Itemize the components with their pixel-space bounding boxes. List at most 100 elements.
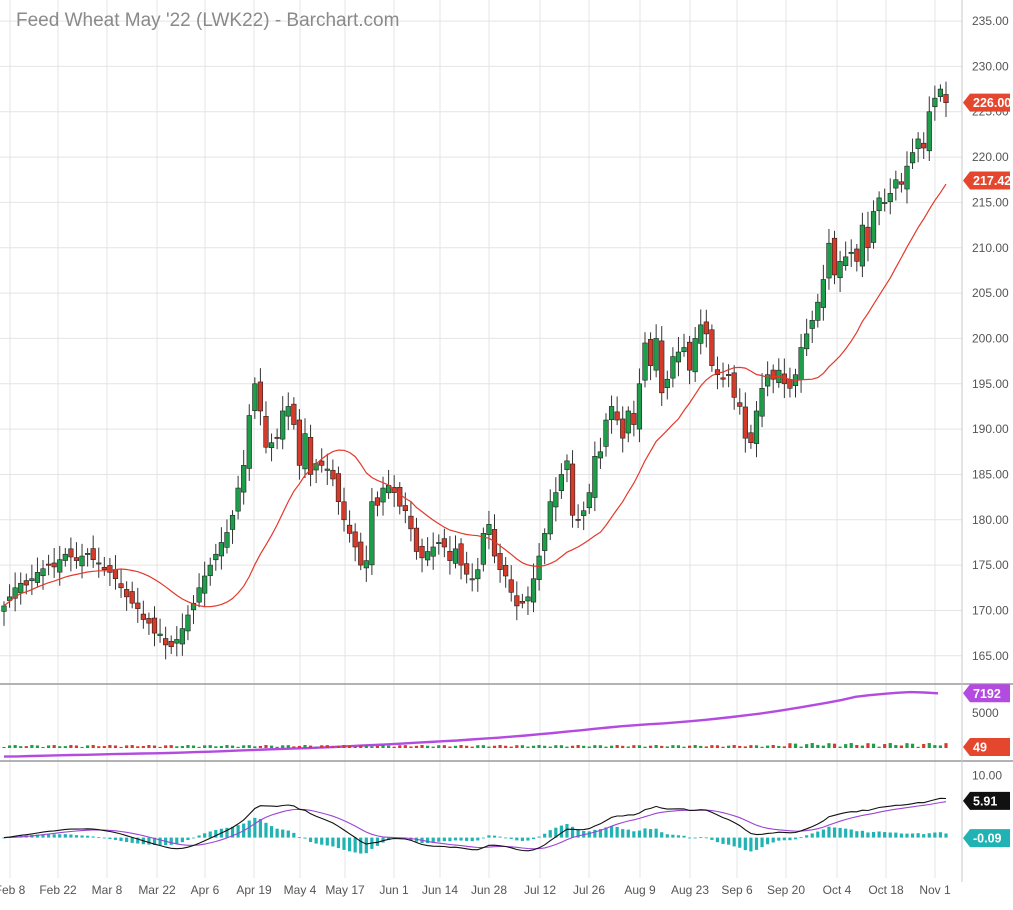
volume-bar xyxy=(481,745,485,748)
volume-bar xyxy=(810,743,814,748)
open-interest-tag-shape xyxy=(963,684,1010,703)
volume-bar xyxy=(732,745,736,748)
candle-body xyxy=(146,618,152,624)
volume-bar xyxy=(86,745,90,748)
candle-body xyxy=(335,473,342,502)
volume-bar xyxy=(492,745,497,748)
candle-body xyxy=(909,152,916,164)
candle-body xyxy=(486,524,492,536)
candle-body xyxy=(441,538,447,548)
candle-body xyxy=(241,465,247,493)
histogram-bar xyxy=(375,837,380,846)
histogram-bar xyxy=(308,837,313,842)
candle-body xyxy=(547,501,553,535)
histogram-bar xyxy=(922,834,926,838)
volume-bar xyxy=(927,743,931,748)
volume-bar xyxy=(509,746,513,748)
volume-bar xyxy=(565,746,569,748)
candle-body xyxy=(447,550,453,561)
candle-body xyxy=(352,531,358,548)
volume-bar xyxy=(933,745,937,748)
candle-body xyxy=(647,339,654,366)
candle-body xyxy=(73,557,80,561)
volume-bar xyxy=(682,746,686,748)
histogram-bar xyxy=(648,829,653,838)
candle-body xyxy=(675,351,682,363)
volume-bar xyxy=(570,745,575,748)
open-interest-tag-text: 7192 xyxy=(973,687,1001,701)
volume-bar xyxy=(771,745,775,748)
x-tick-label: Jun 14 xyxy=(422,883,458,897)
x-tick-label: Jul 26 xyxy=(573,883,605,897)
volume-bar xyxy=(498,745,502,748)
volume-bar xyxy=(721,746,725,748)
candle-body xyxy=(330,469,336,480)
histogram-bar xyxy=(225,827,229,838)
candle-body xyxy=(804,333,810,350)
candle-body xyxy=(558,474,564,491)
candle-body xyxy=(642,342,648,381)
volume-bar xyxy=(910,743,915,748)
volume-bar xyxy=(203,745,207,748)
candle-body xyxy=(413,527,420,552)
histogram-bar xyxy=(732,837,736,847)
candle-body xyxy=(252,383,258,411)
candle-body xyxy=(636,383,643,430)
volume-bar xyxy=(587,746,591,748)
candle-body xyxy=(358,541,364,566)
volume-bar xyxy=(504,745,508,748)
candle-body xyxy=(519,600,525,604)
histogram-bar xyxy=(208,831,212,838)
histogram-bar xyxy=(470,837,474,842)
histogram-bar xyxy=(587,831,591,838)
histogram-bar xyxy=(938,832,943,838)
histogram-bar xyxy=(593,829,597,838)
volume-bar xyxy=(643,746,647,748)
candle-body xyxy=(129,591,135,604)
volume-bar xyxy=(46,745,51,748)
histogram-bar xyxy=(838,827,842,838)
histogram-bar xyxy=(292,832,296,838)
candle-body xyxy=(597,451,604,459)
candle-body xyxy=(369,501,375,566)
histogram-bar xyxy=(727,837,731,845)
candle-body xyxy=(608,406,615,421)
candle-body xyxy=(686,341,693,371)
volume-bar xyxy=(648,745,653,748)
histogram-bar xyxy=(63,834,67,838)
price-tick-label: 230.00 xyxy=(972,59,1009,73)
x-tick-label: May 17 xyxy=(325,883,365,897)
candle-body xyxy=(753,410,760,444)
candle-body xyxy=(1,605,7,612)
price-tick-label: 205.00 xyxy=(972,286,1009,300)
histogram-bar xyxy=(576,829,580,838)
volume-bar xyxy=(136,746,140,748)
volume-bar xyxy=(426,745,430,748)
histogram-bar xyxy=(609,826,614,838)
volume-bar xyxy=(899,745,904,748)
candle-body xyxy=(943,94,949,103)
volume-bar xyxy=(743,746,747,748)
volume-bar xyxy=(35,745,40,748)
volume-bar xyxy=(821,745,825,748)
candle-body xyxy=(681,347,687,353)
candle-body xyxy=(831,237,838,276)
candle-body xyxy=(218,542,224,557)
x-tick-label: Nov 1 xyxy=(919,883,951,897)
candle-body xyxy=(904,165,910,190)
histogram-bar xyxy=(782,837,786,841)
histogram-bar xyxy=(297,837,302,839)
x-tick-label: Aug 9 xyxy=(624,883,656,897)
candle-body xyxy=(40,568,46,577)
volume-bar xyxy=(476,745,480,748)
histogram-bar xyxy=(771,837,775,843)
volume-bar xyxy=(381,745,385,748)
volume-tick-label: 5000 xyxy=(972,706,999,720)
candle-body xyxy=(787,379,793,389)
candle-body xyxy=(419,545,425,559)
volume-bar xyxy=(420,745,424,748)
candle-body xyxy=(45,563,52,566)
histogram-bar xyxy=(626,829,630,838)
grid xyxy=(0,0,962,878)
